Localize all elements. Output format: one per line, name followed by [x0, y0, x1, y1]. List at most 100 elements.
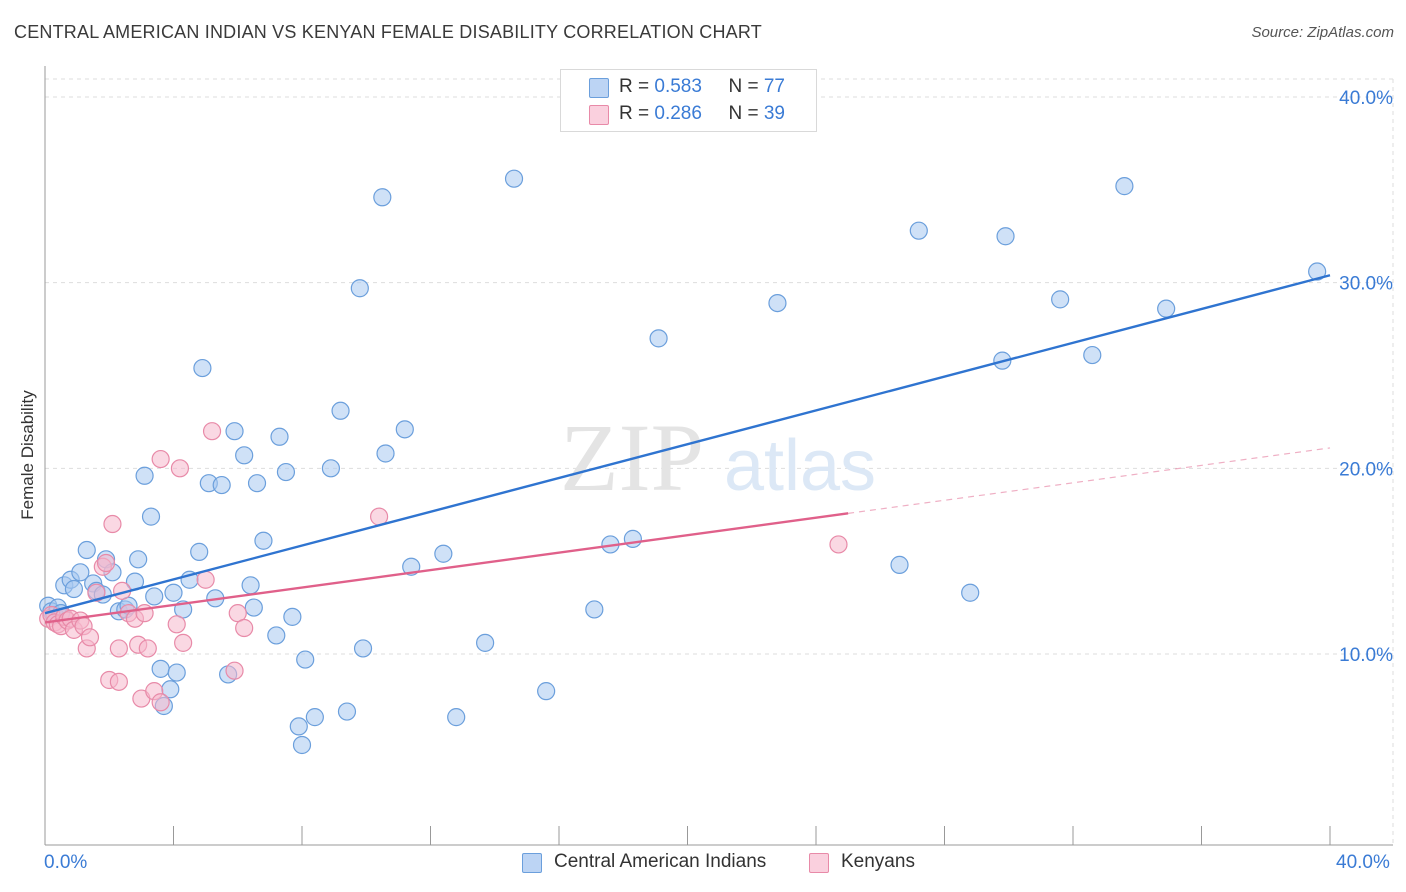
data-point-pink	[109, 672, 128, 691]
data-point-blue	[167, 663, 186, 682]
chart-title: CENTRAL AMERICAN INDIAN VS KENYAN FEMALE…	[14, 22, 762, 42]
data-point-pink	[202, 422, 222, 441]
legend-row-kenyans: R = 0.286 N = 39	[561, 101, 816, 128]
x-tick-min: 0.0%	[44, 852, 88, 873]
data-point-blue	[337, 702, 357, 721]
data-point-blue	[476, 633, 495, 652]
y-tick-label: 40.0%	[1339, 88, 1393, 109]
data-point-blue	[768, 293, 787, 313]
data-point-blue	[64, 579, 84, 599]
data-point-pink	[174, 633, 193, 652]
legend-r-value: 0.583	[654, 76, 702, 97]
data-point-blue	[247, 474, 267, 493]
legend-n-value: 77	[763, 76, 785, 97]
chart-source: Source: ZipAtlas.com	[1251, 24, 1394, 41]
data-point-pink	[829, 535, 848, 554]
data-point-blue	[1115, 177, 1134, 196]
data-point-blue	[1051, 290, 1070, 309]
data-point-blue	[212, 475, 231, 495]
data-point-blue	[164, 583, 183, 602]
data-point-blue	[289, 717, 308, 736]
trend-line-pink	[44, 512, 849, 624]
data-point-blue	[71, 563, 90, 582]
y-tick-label: 20.0%	[1339, 459, 1393, 480]
data-point-blue	[145, 587, 164, 606]
data-point-blue	[190, 542, 209, 561]
data-point-blue	[254, 531, 273, 550]
legend-swatch-pink	[589, 105, 609, 125]
data-point-blue	[353, 639, 373, 658]
bottom-legend-label: Central American Indians	[554, 851, 767, 872]
bottom-legend-swatch-pink	[809, 853, 829, 873]
trend-line-extension-pink	[848, 447, 1331, 514]
bottom-legend-swatch-blue	[522, 853, 542, 873]
data-point-pink	[103, 514, 122, 534]
trend-line-blue	[44, 274, 1331, 615]
data-point-blue	[649, 329, 668, 348]
legend-n-value: 39	[763, 103, 785, 124]
data-point-blue	[276, 462, 296, 482]
data-point-blue	[141, 507, 161, 526]
data-point-blue	[151, 659, 170, 678]
legend-swatch-blue	[589, 78, 609, 98]
data-point-pink	[196, 570, 215, 589]
data-point-pink	[225, 661, 244, 680]
data-point-pink	[109, 639, 128, 658]
x-tick-max: 40.0%	[1336, 852, 1390, 873]
data-point-blue	[1157, 299, 1176, 318]
data-point-blue	[447, 708, 466, 727]
data-point-pink	[138, 639, 157, 658]
correlation-legend: R = 0.583 N = 77 R = 0.286 N = 39	[560, 69, 817, 132]
legend-r-label: R =	[619, 103, 655, 124]
data-point-blue	[1083, 345, 1102, 365]
data-point-pink	[235, 618, 254, 638]
data-point-pink	[167, 615, 186, 634]
data-point-blue	[376, 444, 395, 463]
data-point-pink	[96, 553, 116, 573]
data-point-blue	[267, 626, 286, 645]
data-point-blue	[193, 358, 212, 378]
data-point-blue	[331, 401, 350, 420]
legend-r-label: R =	[619, 76, 655, 97]
data-point-blue	[890, 555, 909, 574]
data-point-blue	[129, 550, 148, 569]
data-point-pink	[80, 628, 100, 647]
data-point-blue	[961, 583, 980, 602]
legend-row-central-american-indians: R = 0.583 N = 77	[561, 74, 816, 101]
data-point-blue	[1308, 262, 1327, 281]
y-tick-label: 10.0%	[1339, 645, 1393, 666]
data-point-blue	[292, 735, 312, 755]
data-point-blue	[244, 598, 263, 617]
data-point-blue	[434, 544, 453, 563]
data-point-pink	[151, 693, 170, 712]
data-point-blue	[321, 459, 341, 478]
data-point-blue	[996, 227, 1015, 246]
data-point-blue	[241, 576, 260, 595]
legend-r-value: 0.286	[654, 103, 702, 124]
data-point-blue	[305, 708, 324, 727]
data-point-blue	[623, 529, 642, 548]
watermark-zip: ZIP	[560, 404, 704, 511]
data-point-blue	[585, 600, 604, 619]
data-point-blue	[296, 650, 315, 669]
legend-n-label: N =	[728, 76, 764, 97]
data-point-blue	[504, 169, 524, 188]
data-point-blue	[537, 682, 556, 701]
data-point-blue	[283, 607, 302, 626]
data-point-blue	[235, 446, 254, 465]
data-point-blue	[77, 540, 96, 560]
legend-n-label: N =	[728, 103, 764, 124]
data-point-blue	[350, 279, 369, 298]
data-point-blue	[373, 188, 392, 207]
watermark-atlas: atlas	[724, 426, 876, 506]
data-point-pink	[170, 459, 190, 478]
data-point-blue	[135, 466, 154, 485]
y-tick-label: 30.0%	[1339, 274, 1393, 295]
data-point-blue	[225, 422, 244, 441]
data-point-blue	[395, 420, 414, 439]
data-point-blue	[909, 221, 928, 240]
data-point-pink	[151, 449, 170, 469]
data-point-blue	[270, 427, 289, 446]
data-point-pink	[87, 583, 106, 602]
